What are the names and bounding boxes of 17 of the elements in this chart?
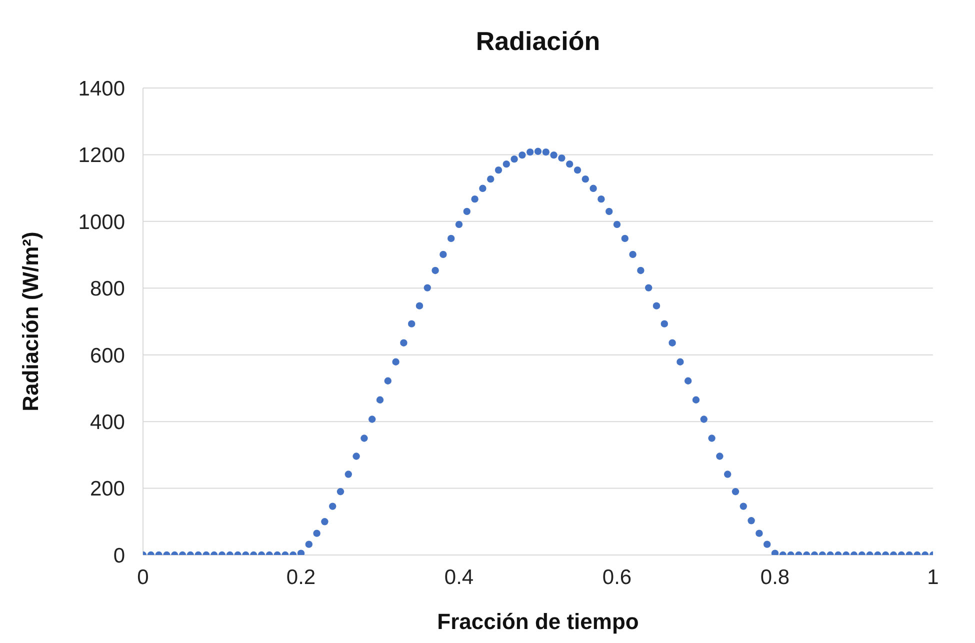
x-tick-label: 0 (137, 566, 149, 589)
x-tick-label: 0.4 (444, 566, 474, 589)
y-tick-label: 600 (90, 344, 125, 368)
y-tick-label: 0 (113, 544, 125, 568)
chart-title: Radiación (474, 26, 602, 57)
x-tick-label: 0.6 (602, 566, 632, 589)
y-tick-label: 800 (90, 278, 125, 301)
x-axis-title: Fracción de tiempo (437, 609, 639, 634)
x-tick-label: 0.8 (760, 566, 790, 589)
y-tick-label: 200 (90, 478, 125, 501)
x-tick-label: 1 (927, 566, 939, 589)
y-tick-label: 1400 (78, 77, 125, 100)
x-tick-label: 0.2 (286, 566, 316, 589)
y-tick-label: 1000 (78, 210, 125, 234)
y-tick-label: 1200 (78, 144, 125, 168)
y-tick-label: 400 (90, 411, 125, 434)
y-axis-title: Radiación (W/m²) (18, 232, 43, 412)
